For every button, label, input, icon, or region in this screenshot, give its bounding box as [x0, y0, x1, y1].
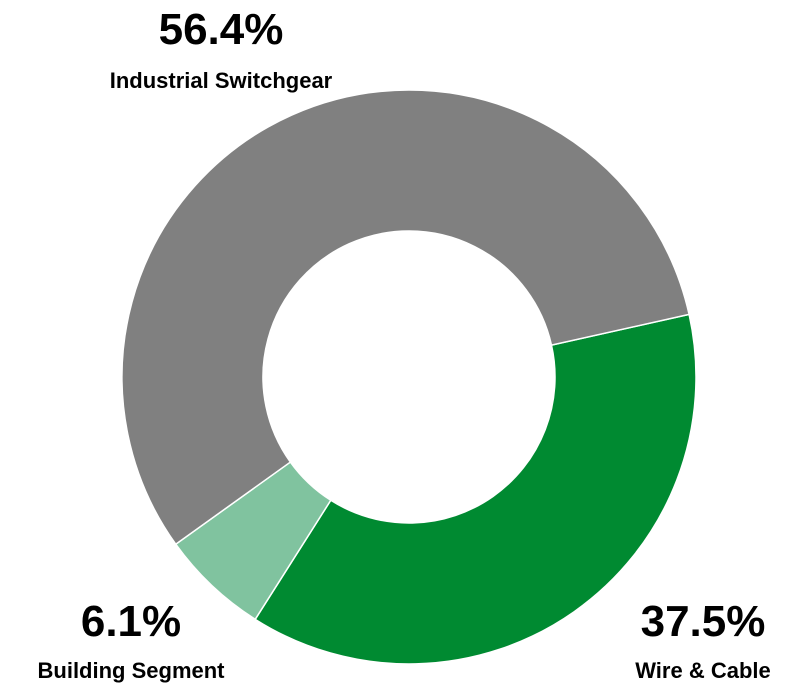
slice-category-label-building-segment: Building Segment [38, 658, 226, 683]
slice-category-label-industrial-switchgear: Industrial Switchgear [110, 68, 333, 93]
slice-wire-cable [254, 313, 697, 665]
slice-category-label-wire-cable: Wire & Cable [635, 658, 771, 683]
slice-industrial-switchgear [121, 89, 690, 546]
slice-value-label-building-segment: 6.1% [81, 597, 181, 646]
slice-value-label-wire-cable: 37.5% [641, 597, 766, 646]
donut-slices [121, 89, 697, 665]
slice-value-label-industrial-switchgear: 56.4% [159, 5, 284, 54]
